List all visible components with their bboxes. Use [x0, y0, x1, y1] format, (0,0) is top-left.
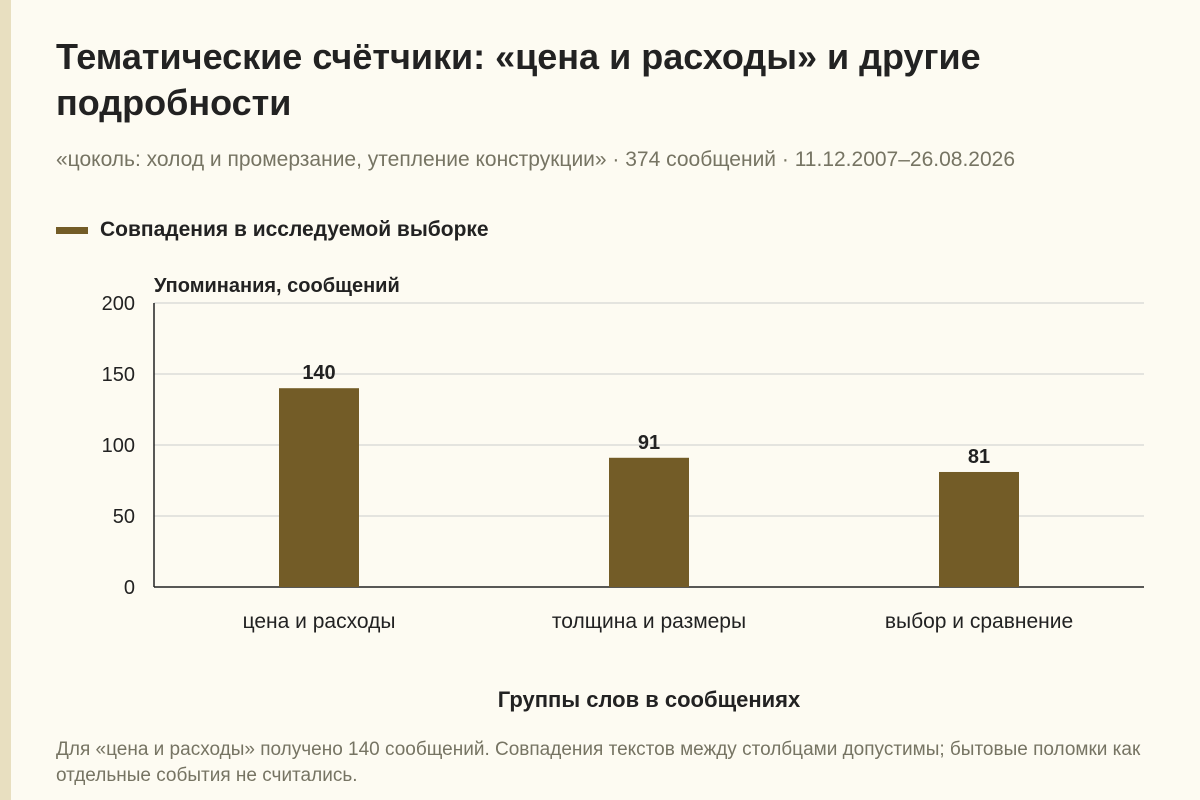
- bar: [279, 388, 359, 587]
- bar: [609, 457, 689, 587]
- y-tick-label: 50: [113, 506, 135, 528]
- x-tick-label: толщина и размеры: [552, 610, 746, 633]
- legend: Совпадения в исследуемой выборке: [56, 218, 489, 242]
- y-tick-label: 0: [124, 577, 135, 599]
- legend-swatch: [56, 226, 88, 234]
- y-tick-label: 200: [102, 293, 135, 315]
- y-axis-title: Упоминания, сообщений: [154, 275, 400, 297]
- legend-label: Совпадения в исследуемой выборке: [100, 218, 489, 241]
- bar-value-label: 91: [638, 432, 660, 454]
- x-tick-label: цена и расходы: [243, 610, 396, 633]
- left-accent-stripe: [0, 0, 11, 800]
- bar-value-label: 81: [968, 446, 990, 468]
- footnote: Для «цена и расходы» получено 140 сообще…: [56, 739, 1141, 786]
- bar-value-label: 140: [302, 362, 335, 384]
- x-axis-title: Группы слов в сообщениях: [498, 687, 801, 712]
- x-tick-label: выбор и сравнение: [885, 610, 1073, 633]
- chart-title: Тематические счётчики: «цена и расходы» …: [56, 36, 981, 123]
- chart-subtitle: «цоколь: холод и промерзание, утепление …: [56, 148, 1016, 171]
- bar: [939, 471, 1019, 587]
- y-tick-label: 100: [102, 435, 135, 457]
- y-tick-label: 150: [102, 364, 135, 386]
